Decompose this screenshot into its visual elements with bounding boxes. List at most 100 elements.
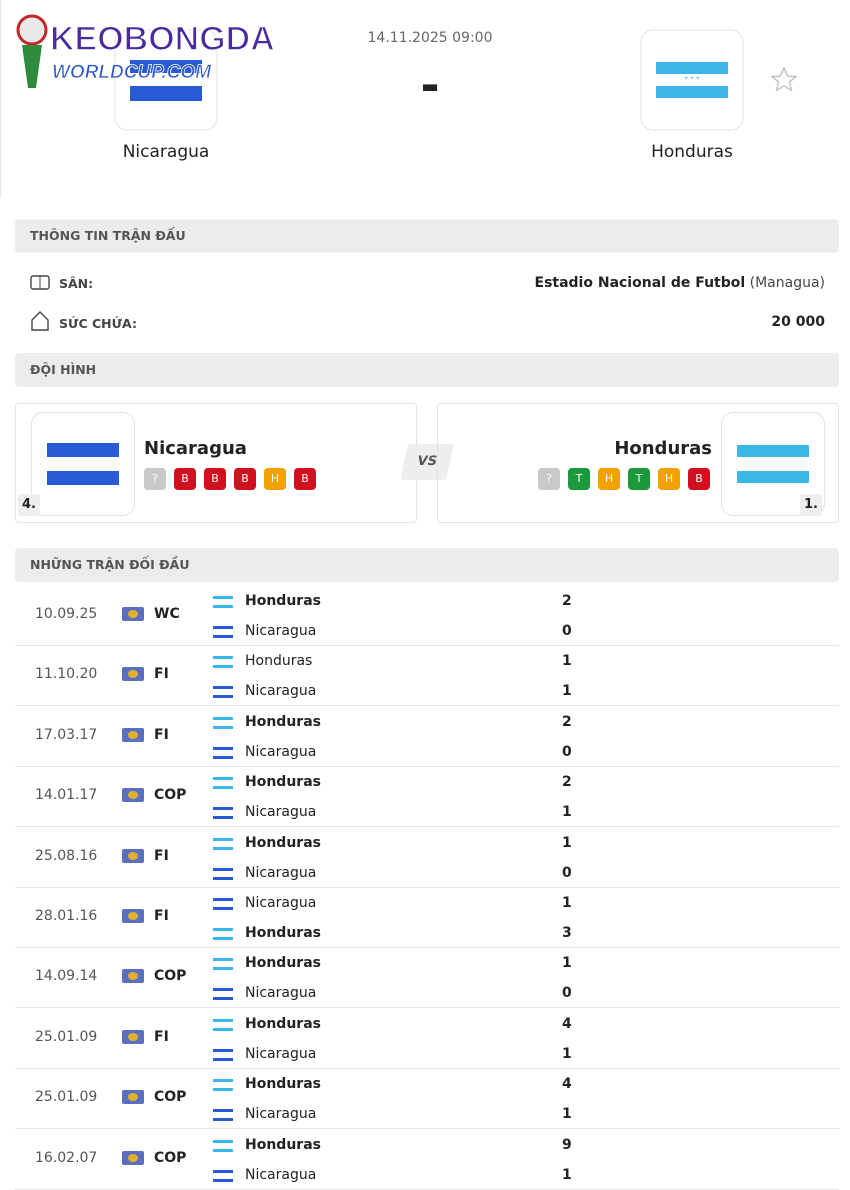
team: Nicaragua (245, 683, 317, 700)
form-badge: T (568, 468, 590, 490)
svg-text:* * *: * * * (685, 75, 700, 83)
score: 4 (562, 1015, 572, 1032)
venue: Estadio Nacional de Futbol (534, 275, 746, 291)
info-value: 20 000 (771, 314, 825, 330)
flag (213, 1079, 233, 1092)
form-badge: T (628, 468, 650, 490)
score: 1 (562, 653, 572, 670)
team: Honduras (245, 1015, 321, 1032)
flag (213, 1018, 233, 1031)
h2h-row[interactable]: 14.01.17 COP Honduras 2 Nicaragua 1 (15, 766, 839, 828)
h2h-row[interactable]: 16.02.07 COP Honduras 9 Nicaragua 1 (15, 1129, 839, 1190)
score: 1 (562, 1045, 572, 1062)
away-name: Honduras (651, 142, 733, 162)
flag (213, 1109, 233, 1122)
score: 3 (562, 925, 572, 941)
flag (213, 807, 233, 820)
team: Honduras (245, 834, 321, 851)
h2h-row[interactable]: 14.09.14 COP Honduras 1 Nicaragua 0 (15, 947, 839, 1009)
competition: COP (154, 787, 187, 804)
team: Honduras (245, 774, 321, 791)
form: ? T H T H B (530, 467, 710, 490)
home-card[interactable]: 4. Nicaragua ? B B B H B (15, 403, 417, 523)
flag (213, 988, 233, 1001)
h2h-row[interactable]: 25.01.09 FI Honduras 4 Nicaragua 1 (15, 1008, 839, 1069)
favorite-star[interactable] (770, 66, 798, 92)
team: Nicaragua (245, 1045, 317, 1062)
comp-icon-dot (128, 1032, 138, 1041)
date: 11.10.20 (35, 666, 98, 683)
team: Nicaragua (245, 895, 317, 911)
h2h-row[interactable]: 10.09.25 WC Honduras 2 Nicaragua 0 (15, 585, 839, 646)
flag (213, 898, 233, 910)
section-title: NHỮNG TRẬN ĐỐI ĐẦU (15, 548, 839, 582)
competition: FI (154, 666, 169, 683)
comp-icon (122, 848, 144, 863)
away-flag: * * * (640, 29, 744, 131)
team: Honduras (245, 1076, 321, 1093)
h2h-row[interactable]: 28.01.16 FI Nicaragua 1 Honduras 3 (15, 887, 839, 948)
comp-icon (122, 1029, 144, 1044)
team-name: Nicaragua (144, 438, 247, 459)
comp-icon (122, 607, 144, 621)
score: 1 (562, 1166, 572, 1183)
comp-icon-dot (128, 1093, 138, 1102)
form-badge: ? (538, 468, 560, 490)
score: 1 (562, 1106, 572, 1123)
score: 1 (562, 804, 572, 821)
comp-icon-dot (128, 972, 138, 981)
date: 14.01.17 (35, 787, 98, 804)
score: 0 (562, 743, 572, 760)
flag (213, 1169, 233, 1182)
comp-icon-dot (128, 912, 138, 920)
flag (213, 928, 233, 940)
team: Honduras (245, 653, 313, 670)
flag (213, 656, 233, 669)
flag (213, 746, 233, 759)
team: Nicaragua (245, 804, 317, 821)
comp-icon (122, 727, 144, 742)
form-badge: B (234, 468, 256, 490)
flag (213, 777, 233, 790)
score: 0 (562, 864, 572, 881)
away-card[interactable]: 1. Honduras ? T H T H B (437, 403, 839, 523)
match-score: - (420, 58, 440, 112)
flag (721, 412, 825, 516)
logo-brand: KEOBONGDA (50, 20, 275, 58)
comp-icon (122, 909, 144, 923)
match-datetime: 14.11.2025 09:00 (367, 30, 493, 46)
score: 1 (562, 683, 572, 700)
flag (213, 626, 233, 638)
team: Honduras (245, 1136, 321, 1153)
h2h-row[interactable]: 25.01.09 COP Honduras 4 Nicaragua 1 (15, 1068, 839, 1130)
date: 10.09.25 (35, 606, 98, 622)
team: Nicaragua (245, 743, 317, 760)
team: Honduras (245, 713, 321, 730)
rank: 1. (800, 494, 822, 516)
form-badge: H (598, 468, 620, 490)
comp-icon-dot (128, 730, 138, 739)
section-title: THÔNG TIN TRẬN ĐẤU (15, 219, 839, 253)
form-badge: B (204, 468, 226, 490)
h2h-row[interactable]: 17.03.17 FI Honduras 2 Nicaragua 0 (15, 706, 839, 767)
form-badge: B (174, 468, 196, 490)
team: Honduras (245, 955, 321, 972)
h2h-row[interactable]: 25.08.16 FI Honduras 1 Nicaragua 0 (15, 827, 839, 888)
competition: FI (154, 726, 169, 743)
competition: WC (154, 606, 180, 622)
date: 25.01.09 (35, 1028, 98, 1045)
h2h-row[interactable]: 11.10.20 FI Honduras 1 Nicaragua 1 (15, 645, 839, 707)
score: 2 (562, 593, 572, 609)
score: 0 (562, 985, 572, 1002)
form-badge: B (688, 468, 710, 490)
comp-icon-dot (128, 851, 138, 860)
home-flag (114, 29, 218, 131)
comp-icon (122, 1150, 144, 1165)
form-badge: B (294, 468, 316, 490)
score: 2 (562, 713, 572, 730)
info-label: SỨC CHỨA: (59, 316, 137, 331)
comp-icon (122, 667, 144, 682)
score: 1 (562, 834, 572, 851)
competition: FI (154, 908, 169, 924)
